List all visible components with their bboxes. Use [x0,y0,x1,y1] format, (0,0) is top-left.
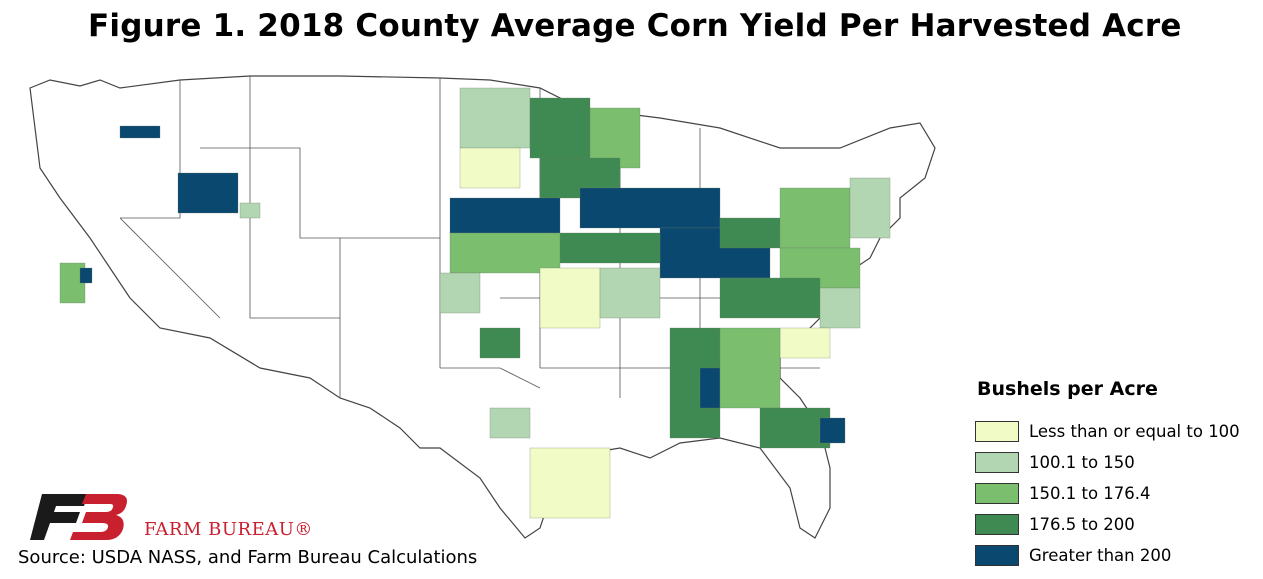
legend-swatch [975,421,1019,442]
legend-label: Less than or equal to 100 [1029,422,1240,441]
logo-text: FARM BUREAU® [144,519,313,540]
legend-swatch [975,483,1019,504]
county-fills [59,87,891,519]
legend-item: Less than or equal to 100 [975,416,1260,447]
legend-item: Greater than 200 [975,540,1260,571]
legend-swatch [975,452,1019,473]
legend-label: Greater than 200 [1029,546,1172,565]
legend-item: 150.1 to 176.4 [975,478,1260,509]
source-note: Source: USDA NASS, and Farm Bureau Calcu… [18,547,478,568]
legend-label: 176.5 to 200 [1029,515,1135,534]
legend: Bushels per Acre Less than or equal to 1… [975,378,1260,571]
chart-title: Figure 1. 2018 County Average Corn Yield… [88,8,1182,44]
legend-item: 100.1 to 150 [975,447,1260,478]
legend-label: 100.1 to 150 [1029,453,1135,472]
legend-label: 150.1 to 176.4 [1029,484,1151,503]
legend-swatch [975,514,1019,535]
farm-bureau-logo-icon [30,494,127,540]
legend-title: Bushels per Acre [977,378,1158,400]
us-county-map [29,75,936,539]
legend-item: 176.5 to 200 [975,509,1260,540]
legend-swatch [975,545,1019,566]
